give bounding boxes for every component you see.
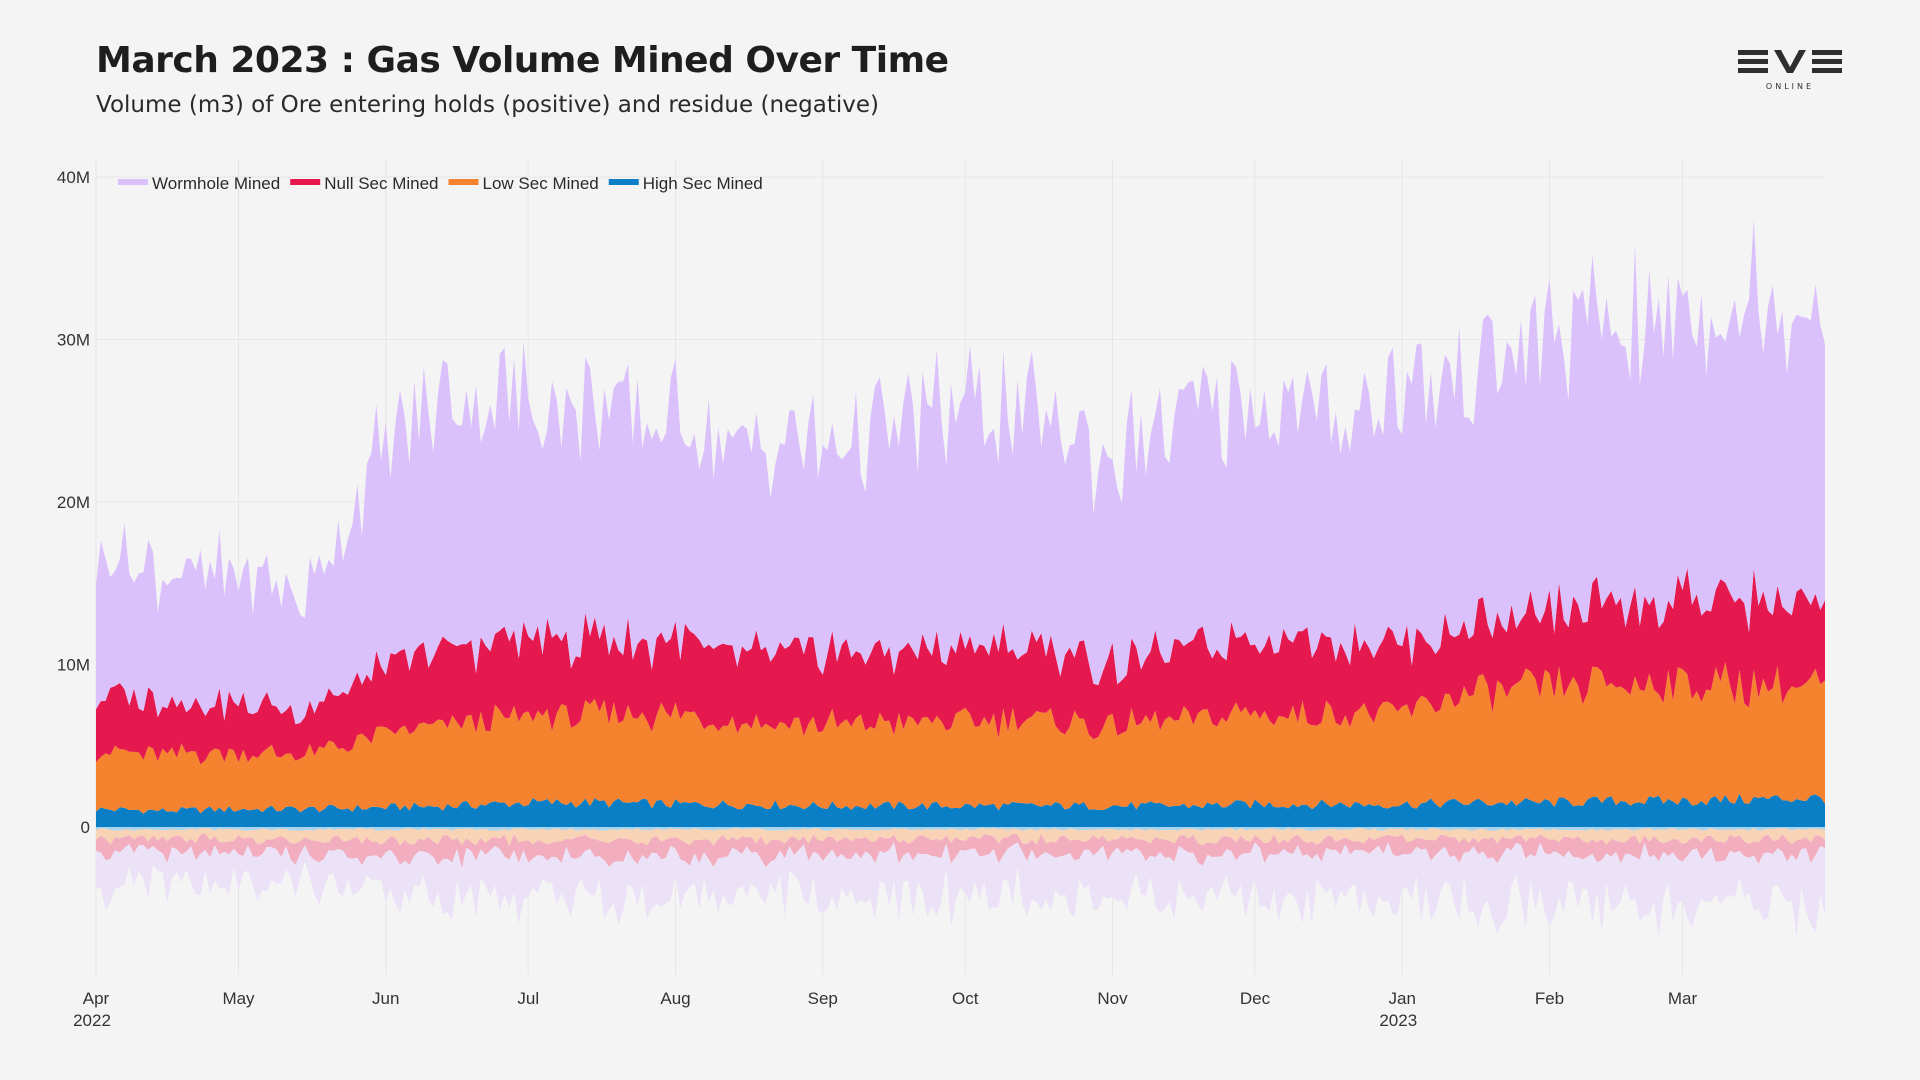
residue-area-low-sec-mined	[96, 828, 1825, 846]
eve-online-logo: ONLINE	[1736, 48, 1844, 96]
y-tick-label: 40M	[57, 168, 90, 187]
legend-swatch	[448, 179, 479, 185]
x-tick-label: Apr	[83, 989, 110, 1008]
x-tick-year-label: 2022	[73, 1011, 111, 1030]
legend-label: High Sec Mined	[643, 174, 763, 193]
series-area-low-sec-mined	[96, 662, 1825, 814]
series-area-null-sec-mined	[96, 568, 1825, 765]
residue-area-null-sec-mined	[96, 833, 1825, 869]
legend-item-null-sec-mined[interactable]: Null Sec Mined	[290, 174, 439, 193]
legend-item-high-sec-mined[interactable]: High Sec Mined	[608, 174, 763, 193]
series-area-high-sec-mined	[96, 793, 1825, 827]
residue-area-high-sec-mined	[96, 827, 1825, 831]
x-tick-label: Nov	[1097, 989, 1128, 1008]
x-tick-label: Jun	[372, 989, 399, 1008]
x-tick-label: Feb	[1535, 989, 1564, 1008]
y-tick-label: 30M	[57, 331, 90, 350]
x-tick-label: Aug	[660, 989, 690, 1008]
page-subtitle: Volume (m3) of Ore entering holds (posit…	[96, 92, 880, 118]
legend-swatch	[290, 179, 321, 185]
x-tick-label: Jan	[1389, 989, 1416, 1008]
legend-swatch	[608, 179, 639, 185]
x-axis: Apr 2022 May Jun Jul Aug Sep Oct Nov Dec Jan 2023 Fe…	[73, 989, 1697, 1030]
page-title: March 2023 : Gas Volume Mined Over Time	[96, 40, 949, 81]
y-tick-label: 0	[81, 818, 90, 837]
series-area-wormhole-mined	[96, 219, 1825, 725]
y-tick-label: 20M	[57, 493, 90, 512]
x-tick-label: Jul	[517, 989, 539, 1008]
chart-legend: Wormhole Mined Null Sec Mined Low Sec Mine…	[118, 174, 763, 193]
y-axis: 40M 30M 20M 10M 0	[57, 168, 90, 837]
x-tick-label: Mar	[1668, 989, 1698, 1008]
residue-areas	[96, 827, 1825, 937]
x-tick-label: Sep	[808, 989, 838, 1008]
legend-label: Low Sec Mined	[483, 174, 599, 193]
y-tick-label: 10M	[57, 656, 90, 675]
logo-subtext: ONLINE	[1766, 82, 1814, 91]
x-tick-year-label: 2023	[1379, 1011, 1417, 1030]
x-tick-label: Oct	[952, 989, 979, 1008]
x-tick-label: Dec	[1240, 989, 1271, 1008]
legend-item-wormhole-mined[interactable]: Wormhole Mined	[118, 174, 280, 193]
legend-label: Null Sec Mined	[324, 174, 438, 193]
legend-label: Wormhole Mined	[152, 174, 280, 193]
legend-item-low-sec-mined[interactable]: Low Sec Mined	[448, 174, 599, 193]
legend-swatch	[118, 179, 148, 185]
residue-area-wormhole-mined	[96, 842, 1825, 937]
x-tick-label: May	[222, 989, 255, 1008]
mined-areas	[96, 219, 1825, 827]
